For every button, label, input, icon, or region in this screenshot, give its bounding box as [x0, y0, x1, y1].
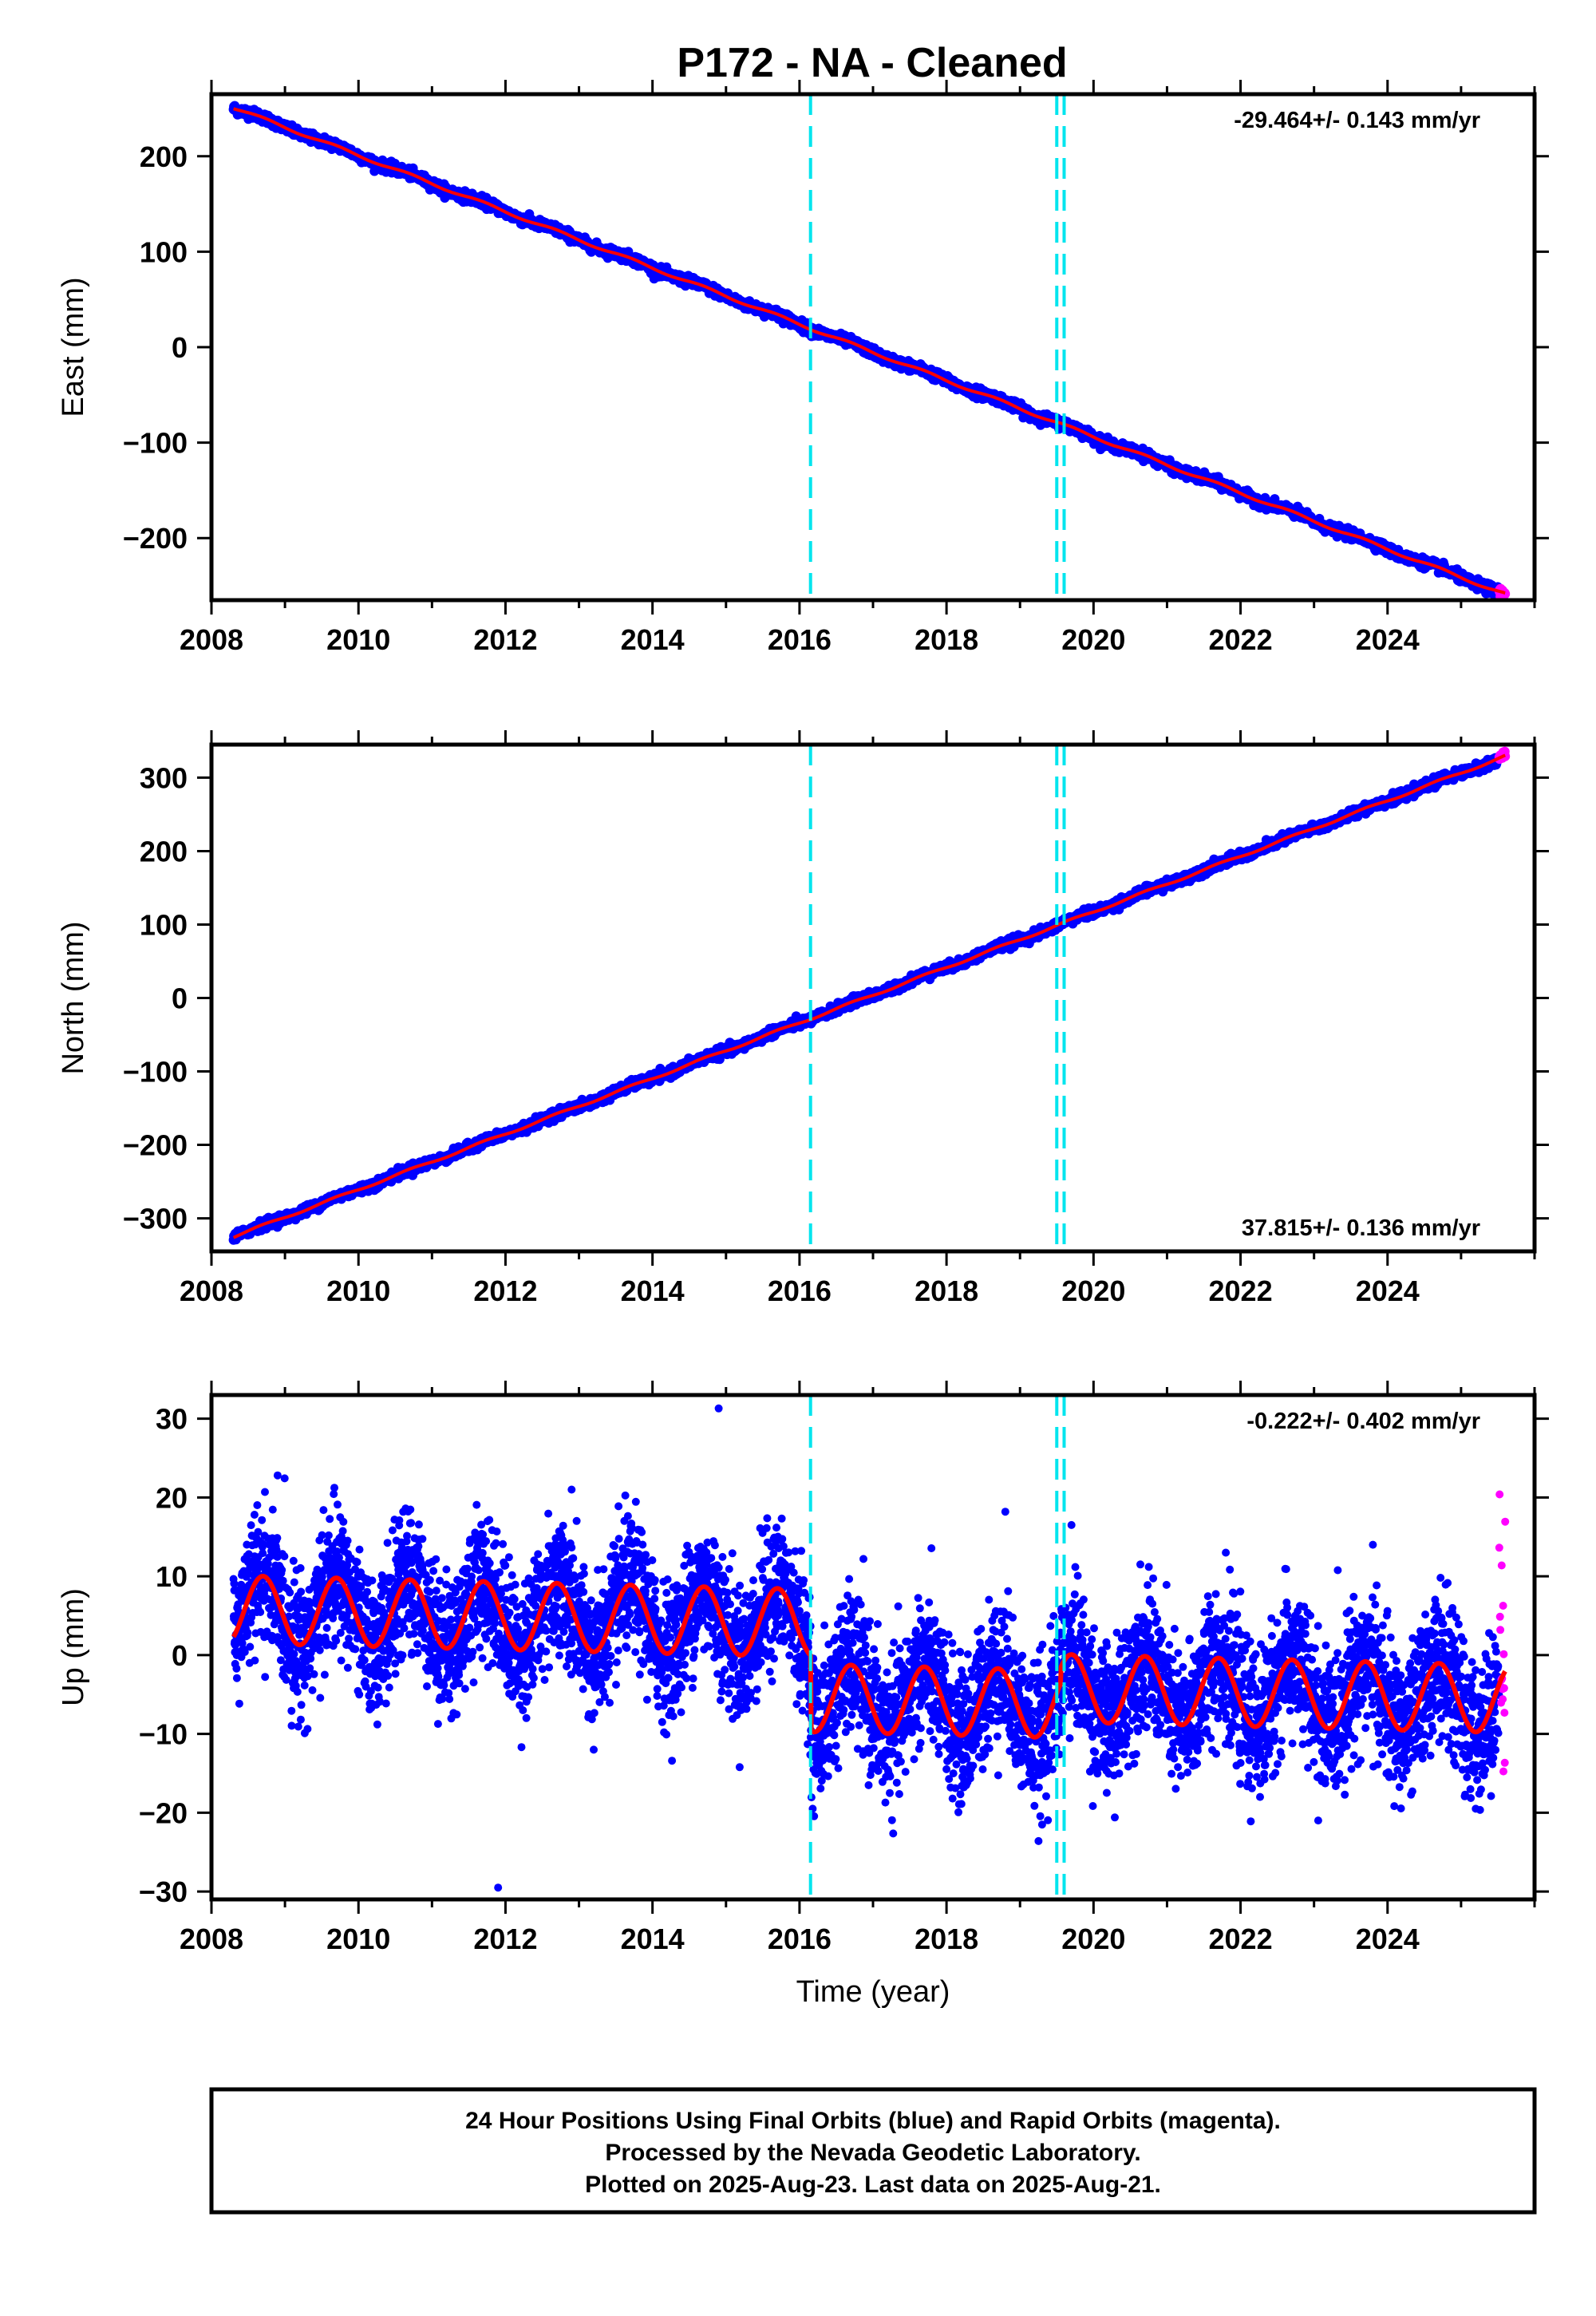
y-tick-label: 100 [140, 235, 188, 268]
rate-annotation: -29.464+/- 0.143 mm/yr [1234, 108, 1480, 133]
y-tick-label: 200 [140, 140, 188, 173]
figure-title: P172 - NA - Cleaned [677, 40, 1067, 86]
plot-area [228, 745, 1511, 1251]
x-tick-label: 2012 [473, 623, 537, 656]
x-tick-label: 2014 [621, 623, 685, 656]
x-tick-label: 2008 [180, 623, 243, 656]
y-axis-label: East (mm) [57, 277, 90, 417]
y-tick-label: −100 [123, 427, 188, 460]
x-tick-label: 2010 [326, 623, 390, 656]
y-tick-label: −200 [123, 522, 188, 555]
x-tick-label: 2020 [1061, 623, 1125, 656]
y-tick-label: 0 [172, 331, 188, 364]
x-tick-label: 2016 [768, 623, 832, 656]
x-tick-label: 2022 [1209, 623, 1273, 656]
east-panel: 2008 2010 2012 2014 2016 2018 2020 2022 2024 −200… [57, 80, 1549, 656]
x-tick-label: 2024 [1356, 623, 1420, 656]
plot-area [228, 94, 1511, 600]
x-tick-label: 2018 [915, 623, 978, 656]
north-panel: 2008 2010 2012 2014 2016 2018 2020 2022 2024−300… [57, 730, 1549, 1307]
model-fit-line [233, 107, 1506, 595]
